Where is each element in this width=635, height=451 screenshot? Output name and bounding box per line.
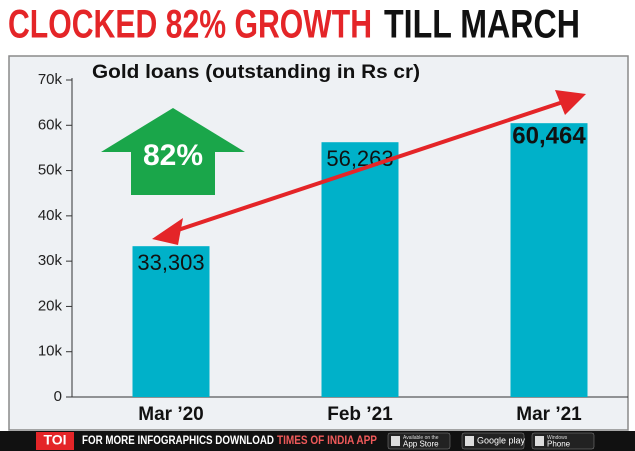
app-badge-big: App Store: [403, 440, 439, 449]
app-badge-icon: [535, 436, 544, 446]
y-tick-label: 0: [54, 388, 62, 405]
app-badge-icon: [465, 436, 474, 446]
x-tick-label: Feb ’21: [327, 404, 393, 425]
app-badge-icon: [391, 436, 400, 446]
app-badge-big: Google play: [477, 435, 526, 445]
value-label: 33,303: [137, 250, 204, 275]
y-tick-label: 60k: [38, 116, 63, 133]
footer-app: TIMES OF INDIA APP: [277, 433, 377, 447]
app-badge: [461, 432, 525, 450]
chart-subtitle: Gold loans (outstanding in Rs cr): [92, 62, 420, 83]
chart-title: CLOCKED 82% GROWTH: [8, 3, 372, 47]
value-label: 60,464: [512, 123, 586, 150]
footer-brand-box: [36, 432, 74, 450]
y-tick-label: 10k: [38, 343, 63, 360]
y-tick-label: 20k: [38, 297, 63, 314]
app-badge-big: Phone: [547, 440, 571, 449]
footer-brand: TOI: [43, 432, 66, 448]
bar: [132, 246, 210, 397]
bar: [321, 142, 399, 397]
growth-annotation: 82%: [143, 139, 203, 172]
app-badge: [531, 432, 595, 450]
y-tick-label: 40k: [38, 207, 63, 224]
app-badge-small: Windows: [547, 435, 568, 441]
y-tick-label: 30k: [38, 252, 63, 269]
chart-title-suffix: TILL MARCH: [384, 3, 580, 47]
y-tick-label: 70k: [38, 71, 63, 88]
x-tick-label: Mar ’21: [516, 404, 582, 425]
y-tick-label: 50k: [38, 162, 63, 179]
footer-text: FOR MORE INFOGRAPHICS DOWNLOAD: [82, 433, 274, 447]
x-tick-label: Mar ’20: [138, 404, 203, 425]
value-label: 56,263: [326, 146, 393, 171]
double-arrow: [152, 90, 586, 245]
app-badge-small: Available on the: [403, 435, 439, 441]
bar: [510, 123, 588, 398]
app-badge: [387, 432, 451, 450]
up-arrow: [101, 108, 245, 195]
